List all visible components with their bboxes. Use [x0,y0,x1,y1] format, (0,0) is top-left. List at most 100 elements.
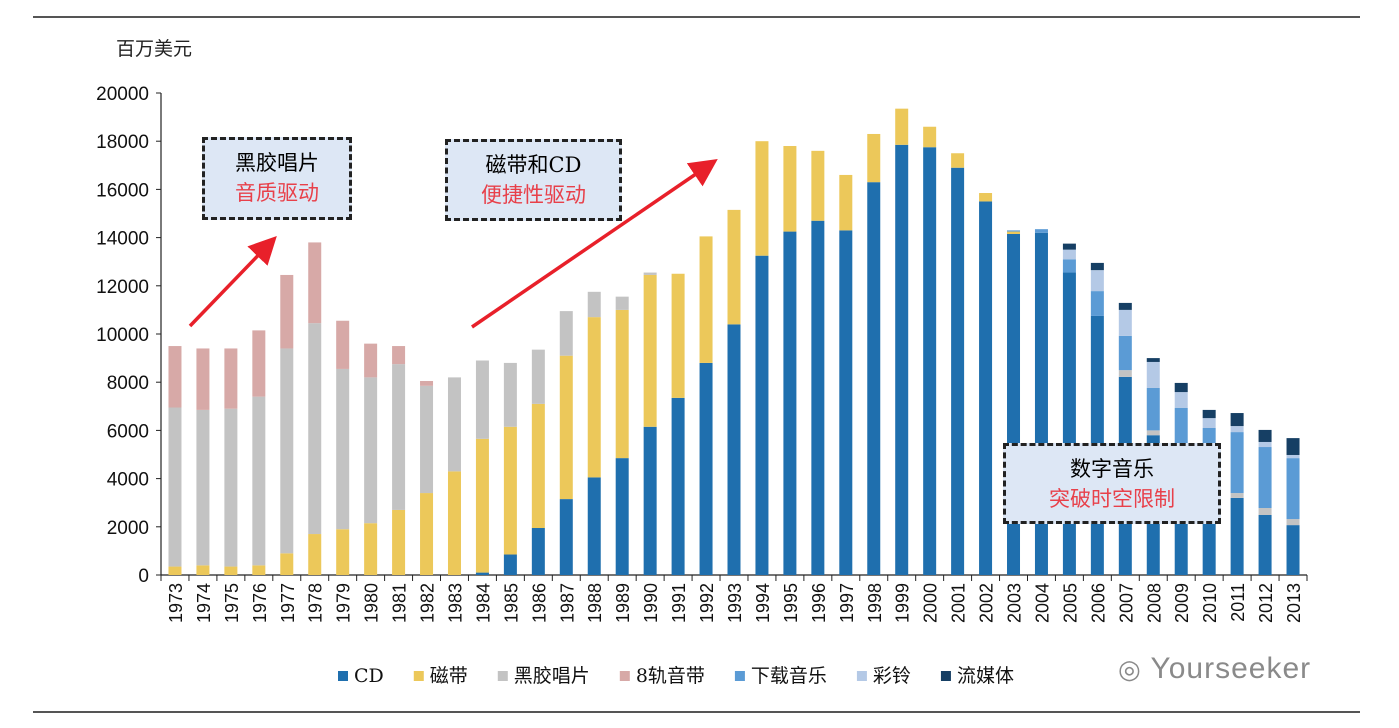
bar-segment-2003-下载音乐 [1007,230,1021,232]
annotation-digital: 数字音乐 突破时空限制 [1003,443,1221,524]
bar-segment-1987-黑胶唱片 [559,311,573,356]
bar-segment-1985-黑胶唱片 [503,362,517,427]
x-tick-label: 2005 [1060,583,1080,623]
bar-segment-1985-CD [503,554,517,575]
bar-segment-1992-磁带 [699,236,713,363]
wechat-icon: ◎ [1118,654,1142,684]
bar-segment-1979-8轨音带 [336,320,350,369]
bar-segment-2012-彩铃 [1258,441,1272,448]
bar-segment-2012-黑胶唱片 [1258,508,1272,515]
annotation-title: 数字音乐 [1070,457,1154,481]
bar-segment-1996-CD [811,220,825,576]
bar-segment-1995-CD [783,231,797,575]
x-tick-label: 2003 [1005,583,1025,623]
annotation-subtitle: 突破时空限制 [1049,487,1175,511]
x-tick-label: 1995 [781,583,801,623]
bar-segment-2011-CD [1230,497,1244,575]
bar-segment-1981-8轨音带 [392,346,406,365]
bar-segment-1977-8轨音带 [280,274,294,349]
bar-segment-1999-CD [895,144,909,575]
bar-segment-1973-黑胶唱片 [168,407,182,567]
x-tick-label: 1990 [641,583,661,623]
bar-segment-1975-8轨音带 [224,348,238,409]
bar-segment-2009-流媒体 [1174,382,1188,393]
bar-segment-1980-黑胶唱片 [364,377,378,524]
bar-segment-2007-流媒体 [1118,302,1132,310]
bar-segment-1979-磁带 [336,529,350,575]
bar-segment-1988-CD [587,477,601,575]
bar-segment-1986-黑胶唱片 [531,349,545,404]
bar-segment-2012-CD [1258,514,1272,575]
x-tick-label: 2011 [1228,583,1248,622]
x-tick-label: 1984 [473,583,493,623]
annotation-subtitle: 便捷性驱动 [481,183,586,207]
bar-segment-2005-彩铃 [1062,249,1076,260]
y-tick-label: 14000 [96,229,149,250]
bar-segment-1984-CD [475,572,489,575]
bar-segment-1977-黑胶唱片 [280,348,294,554]
annotation-subtitle: 音质驱动 [235,181,319,205]
bar-segment-1989-磁带 [615,309,629,459]
bar-segment-2001-磁带 [951,153,965,168]
y-tick-label: 20000 [96,84,149,105]
bar-segment-2000-磁带 [923,126,937,148]
bar-segment-2010-流媒体 [1202,409,1216,419]
x-tick-label: 1988 [585,583,605,623]
legend-label: 8轨音带 [636,665,705,687]
bar-segment-1974-磁带 [196,565,210,575]
arrow-tape-cd-growth [471,159,718,329]
legend-label: CD [354,665,384,687]
bar-segment-2010-彩铃 [1202,418,1216,428]
bar-segment-1987-磁带 [559,355,573,500]
legend-swatch-CD [338,671,348,681]
bar-segment-1997-CD [839,230,853,575]
bar-segment-2013-彩铃 [1286,454,1300,459]
bar-segment-1978-磁带 [308,534,322,575]
x-tick-label: 1980 [362,583,382,623]
bar-segment-1999-磁带 [895,108,909,145]
bar-segment-2011-流媒体 [1230,413,1244,427]
bar-segment-1987-CD [559,499,573,575]
x-tick-label: 2008 [1144,583,1164,623]
y-tick-label: 6000 [107,421,149,442]
bar-segment-1983-磁带 [447,471,461,575]
bar-segment-2006-流媒体 [1090,262,1104,271]
legend-swatch-下载音乐 [734,671,745,681]
x-tick-label: 1992 [697,583,717,623]
x-tick-label: 2006 [1088,583,1108,623]
bar-segment-1997-磁带 [839,174,853,231]
x-tick-label: 1997 [837,583,857,623]
bar-segment-2013-CD [1286,525,1300,575]
x-tick-label: 1986 [529,583,549,623]
bar-segment-2007-黑胶唱片 [1118,370,1132,377]
annotation-title: 黑胶唱片 [235,151,319,175]
bar-segment-1977-磁带 [280,553,294,575]
x-tick-label: 1975 [222,583,242,623]
bar-segment-2003-磁带 [1007,231,1021,234]
bar-segment-1973-8轨音带 [168,346,182,408]
bar-segment-1980-8轨音带 [364,343,378,378]
bar-segment-2004-下载音乐 [1034,229,1048,233]
x-tick-label: 1987 [557,583,577,623]
bar-segment-2011-下载音乐 [1230,432,1244,494]
bar-segment-1975-黑胶唱片 [224,408,238,567]
bar-segment-1998-磁带 [867,133,881,183]
bar-segment-1980-磁带 [364,523,378,575]
bar-segment-2012-下载音乐 [1258,447,1272,509]
bar-segment-2008-下载音乐 [1146,387,1160,431]
bar-segment-1973-磁带 [168,566,182,575]
bar-segment-2000-CD [923,147,937,575]
bar-segment-1975-磁带 [224,566,238,575]
bar-segment-1976-8轨音带 [252,330,266,397]
y-tick-label: 10000 [96,325,149,346]
legend-label: 下载音乐 [751,665,827,687]
bar-segment-1990-CD [643,426,657,575]
legend-label: 彩铃 [873,665,911,687]
x-tick-label: 2009 [1172,583,1192,623]
x-tick-label: 2013 [1284,583,1304,623]
bar-segment-1986-磁带 [531,403,545,529]
bar-segment-2008-黑胶唱片 [1146,430,1160,436]
bar-segment-1981-黑胶唱片 [392,364,406,510]
bar-segment-1984-黑胶唱片 [475,360,489,439]
y-tick-label: 8000 [107,373,149,394]
